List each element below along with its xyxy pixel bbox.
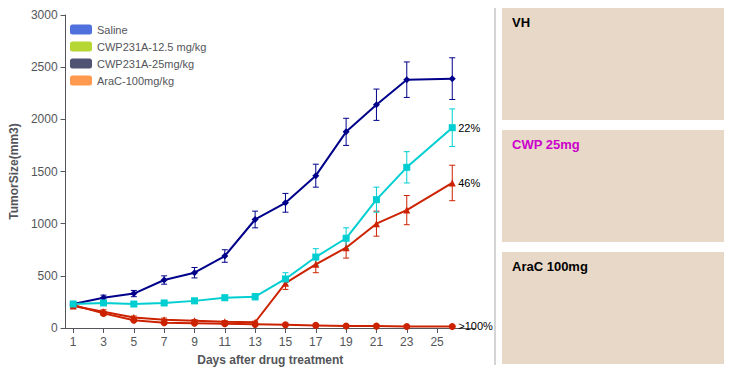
- svg-text:Days after drug treatment: Days after drug treatment: [197, 353, 343, 367]
- svg-text:CWP 25mg: CWP 25mg: [512, 137, 580, 152]
- svg-text:9: 9: [191, 335, 198, 349]
- svg-text:1000: 1000: [31, 217, 58, 231]
- svg-text:22%: 22%: [458, 122, 480, 134]
- svg-text:15: 15: [279, 335, 293, 349]
- svg-text:2500: 2500: [31, 60, 58, 74]
- svg-text:>100%: >100%: [458, 320, 493, 332]
- svg-text:0: 0: [51, 321, 58, 335]
- svg-text:23: 23: [400, 335, 414, 349]
- svg-text:1: 1: [70, 335, 77, 349]
- svg-text:AraC 100mg: AraC 100mg: [512, 259, 588, 274]
- svg-text:1500: 1500: [31, 165, 58, 179]
- svg-text:19: 19: [339, 335, 353, 349]
- svg-text:Saline: Saline: [97, 24, 128, 36]
- svg-text:21: 21: [370, 335, 384, 349]
- svg-text:VH: VH: [512, 15, 530, 30]
- svg-text:CWP231A-12.5 mg/kg: CWP231A-12.5 mg/kg: [97, 41, 206, 53]
- svg-text:13: 13: [248, 335, 262, 349]
- svg-text:CWP231A-25mg/kg: CWP231A-25mg/kg: [97, 58, 194, 70]
- svg-text:46%: 46%: [458, 177, 480, 189]
- svg-text:3000: 3000: [31, 8, 58, 22]
- svg-text:AraC-100mg/kg: AraC-100mg/kg: [97, 75, 174, 87]
- svg-text:TumorSize(mm3): TumorSize(mm3): [7, 123, 21, 219]
- svg-text:25: 25: [430, 335, 444, 349]
- svg-text:5: 5: [130, 335, 137, 349]
- svg-text:17: 17: [309, 335, 323, 349]
- svg-text:11: 11: [219, 335, 232, 349]
- svg-text:3: 3: [100, 335, 107, 349]
- svg-text:2000: 2000: [31, 112, 58, 126]
- svg-text:7: 7: [161, 335, 168, 349]
- svg-text:500: 500: [38, 269, 58, 283]
